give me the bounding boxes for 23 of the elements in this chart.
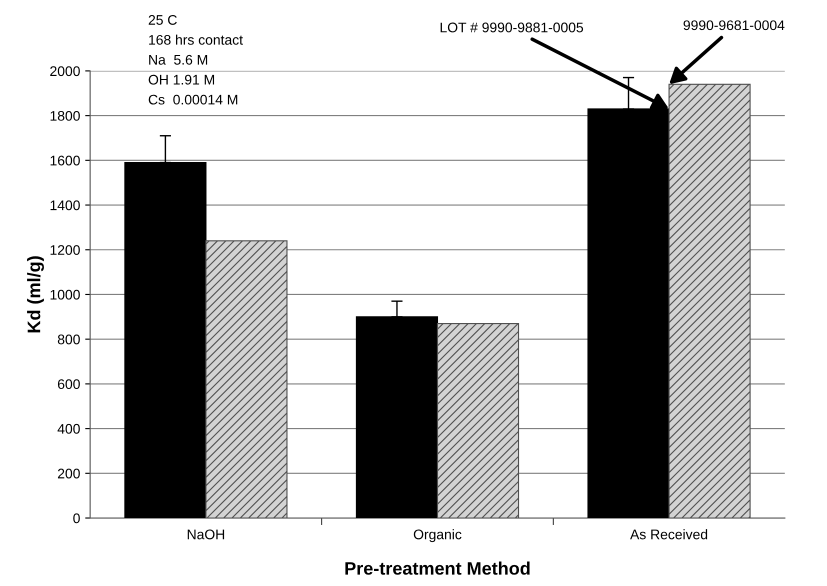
- y-tick-label: 1000: [50, 290, 80, 300]
- x-tick-label: As Received: [630, 529, 708, 540]
- y-tick-label: 1600: [50, 156, 80, 166]
- text: 25 C: [148, 15, 177, 25]
- text: Na 5.6 M: [149, 54, 208, 65]
- x-axis-title: Pre-treatment Method: [345, 562, 530, 575]
- annotation: 9990-9681-0004: [684, 20, 784, 30]
- y-tick-label: 2000: [50, 66, 80, 76]
- y-tick-label: 0: [73, 513, 80, 524]
- y-tick-label: 600: [58, 379, 80, 390]
- y-tick-label: 800: [58, 334, 80, 344]
- y-tick-label: 200: [58, 468, 80, 478]
- x-tick-label: NaOH: [188, 530, 224, 540]
- y-tick-label: 1400: [50, 200, 80, 210]
- annotation: LOT # 9990-9881-0005: [440, 22, 584, 32]
- annotation: OH 1.91 M: [148, 74, 214, 85]
- y-tick-label: 1200: [50, 245, 80, 255]
- annotation: Cs 0.00014 M: [148, 94, 238, 105]
- y-axis-title: Kd (ml/g): [27, 256, 44, 332]
- text: 168 hrs contact: [149, 34, 243, 45]
- y-tick-label: 1800: [50, 110, 80, 121]
- x-tick-label: Organic: [414, 529, 462, 542]
- y-tick-label: 400: [58, 424, 80, 434]
